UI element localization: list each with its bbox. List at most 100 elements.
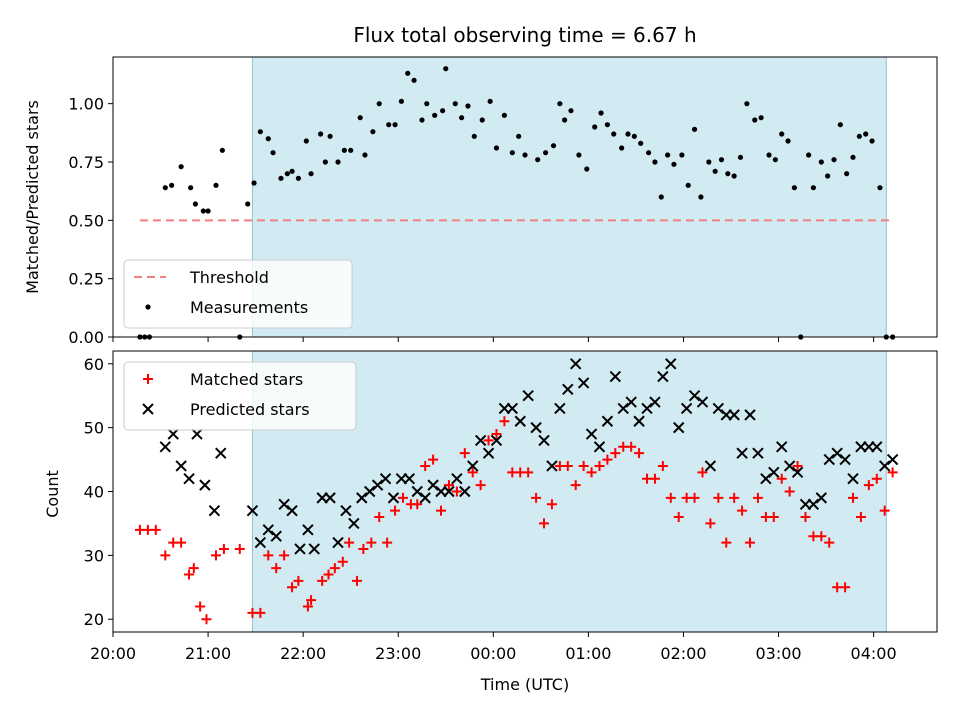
predicted-star-point	[752, 447, 764, 459]
observing-window-shade	[251, 56, 887, 338]
matched-star-point	[302, 601, 313, 612]
measurement-point	[698, 194, 704, 200]
measurement-point	[791, 185, 797, 191]
predicted-star-point	[308, 543, 320, 555]
measurement-point	[341, 147, 347, 153]
predicted-star-point	[459, 485, 471, 498]
y-tick-label: 0.50	[68, 211, 104, 230]
legend-predicted-swatch	[142, 403, 154, 415]
measurement-point	[785, 138, 791, 144]
matched-star-point	[443, 480, 454, 491]
x-tick-label: 23:00	[375, 644, 421, 663]
predicted-star-point	[657, 370, 669, 383]
matched-star-point	[523, 467, 534, 478]
measurement-point	[877, 185, 883, 191]
legend-matched-swatch	[143, 374, 153, 384]
predicted-star-point	[673, 421, 685, 434]
predicted-star-point	[815, 492, 828, 504]
predicted-star-point	[704, 460, 717, 472]
matched-star-point	[218, 543, 229, 554]
legend-entry-label: Matched stars	[190, 370, 303, 389]
predicted-star-point	[175, 460, 187, 472]
predicted-star-point	[736, 447, 748, 459]
measurement-point	[611, 131, 617, 137]
measurement-point	[471, 133, 477, 139]
measurement-point	[712, 168, 718, 174]
predicted-star-point	[348, 517, 360, 530]
matched-star-point	[382, 537, 393, 548]
legend-entry-label: Measurements	[190, 298, 308, 317]
measurement-point	[516, 133, 522, 139]
matched-star-point	[594, 460, 605, 471]
matched-star-point	[840, 582, 851, 593]
measurement-point	[493, 145, 500, 151]
predicted-star-point	[356, 492, 368, 504]
measurement-point	[432, 112, 438, 118]
matched-star-point	[366, 537, 377, 548]
measurement-point	[598, 110, 604, 116]
predicted-star-point	[514, 415, 526, 427]
predicted-star-point	[696, 396, 709, 408]
matched-star-point	[752, 492, 763, 503]
predicted-star-point	[776, 441, 788, 453]
matched-star-point	[546, 499, 557, 510]
matched-star-point	[234, 543, 245, 554]
matched-star-point	[263, 550, 274, 561]
matched-star-point	[390, 505, 401, 516]
measurement-point	[691, 126, 698, 132]
predicted-star-point	[688, 389, 701, 402]
matched-star-point	[358, 543, 369, 554]
predicted-star-point	[340, 504, 352, 517]
measurement-point	[576, 152, 582, 158]
measurement-point	[825, 173, 831, 179]
measurement-point	[718, 157, 725, 163]
matched-star-point	[665, 492, 676, 503]
predicted-star-point	[641, 402, 653, 415]
predicted-star-point	[208, 504, 221, 517]
matched-star-point	[188, 563, 199, 574]
predicted-star-point	[839, 453, 851, 466]
measurement-point	[200, 208, 206, 214]
y-tick-label: 0.25	[68, 270, 104, 289]
matched-star-point	[483, 435, 494, 446]
measurement-point	[744, 101, 750, 107]
measurement-point	[251, 180, 257, 186]
matched-star-point	[697, 467, 708, 478]
predicted-star-point	[215, 447, 227, 459]
predicted-star-point	[467, 460, 479, 472]
y-tick-label: 0.75	[68, 153, 104, 172]
matched-star-point	[428, 454, 439, 465]
predicted-star-point	[609, 370, 622, 383]
top-panel: 0.00 0.25 0.50 0.75 1.00 Threshold Measurement…	[68, 56, 938, 347]
matched-star-point	[879, 505, 890, 516]
matched-star-point	[776, 473, 787, 484]
predicted-star-point	[159, 441, 171, 453]
measurement-point	[398, 98, 404, 104]
predicted-star-point	[562, 383, 574, 396]
measurement-point	[522, 152, 528, 158]
predicted-star-point	[443, 485, 455, 498]
matched-star-point	[816, 531, 827, 542]
matched-star-point	[279, 550, 290, 561]
matched-star-point	[768, 512, 779, 523]
measurement-point	[257, 129, 263, 135]
matched-star-point	[800, 512, 811, 523]
predicted-star-point	[364, 485, 376, 498]
bottom-y-axis-label: Count	[43, 470, 62, 518]
matched-star-point	[634, 448, 645, 459]
measurement-point	[638, 140, 644, 146]
measurement-point	[737, 154, 744, 160]
predicted-star-point	[633, 415, 645, 427]
measurement-point	[219, 147, 225, 153]
predicted-star-point	[302, 524, 314, 536]
predicted-star-point	[760, 473, 772, 485]
predicted-star-point	[530, 421, 542, 434]
matched-star-point	[673, 512, 684, 523]
y-tick-label: 0.00	[68, 328, 104, 347]
predicted-star-point	[387, 492, 400, 504]
predicted-star-point	[371, 479, 384, 491]
matched-star-point	[352, 575, 363, 586]
measurement-point	[679, 152, 685, 158]
matched-star-point	[459, 448, 470, 459]
predicted-star-point	[570, 358, 582, 370]
